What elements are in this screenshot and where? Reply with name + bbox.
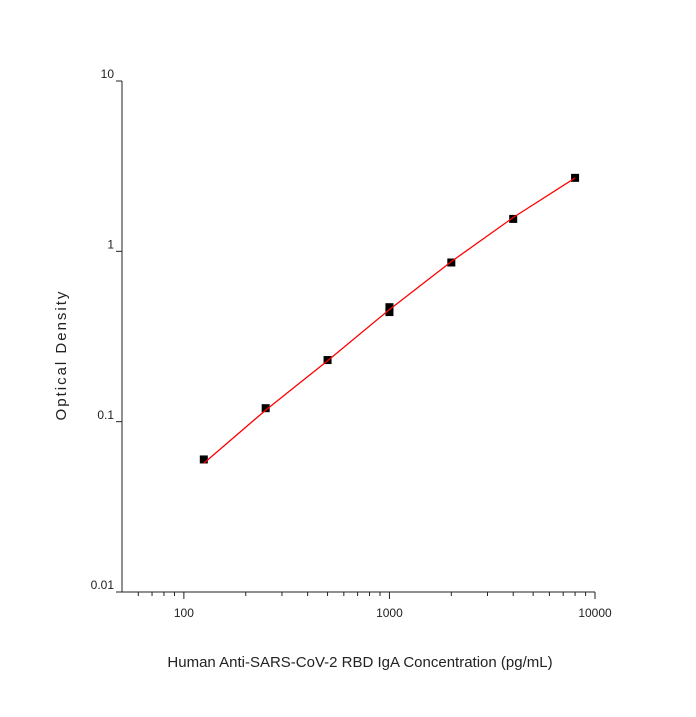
data-point <box>385 308 394 317</box>
fit-line <box>203 177 576 464</box>
data-point <box>571 173 580 182</box>
data-point <box>199 455 208 464</box>
data-point <box>509 214 518 223</box>
x-axis-label: Human Anti-SARS-CoV-2 RBD IgA Concentrat… <box>167 654 552 671</box>
y-tick-label: 0.1 <box>97 408 114 422</box>
y-tick-label: 1 <box>107 238 114 252</box>
data-point <box>385 303 394 312</box>
data-point <box>447 258 456 267</box>
y-tick-label: 10 <box>101 67 115 81</box>
x-tick-label: 10000 <box>578 606 612 620</box>
y-tick-label: 0.01 <box>91 578 115 592</box>
y-axis-label: Optical Density <box>53 290 70 421</box>
x-tick-label: 1000 <box>376 606 403 620</box>
data-point <box>261 404 270 413</box>
x-tick-label: 100 <box>174 606 194 620</box>
